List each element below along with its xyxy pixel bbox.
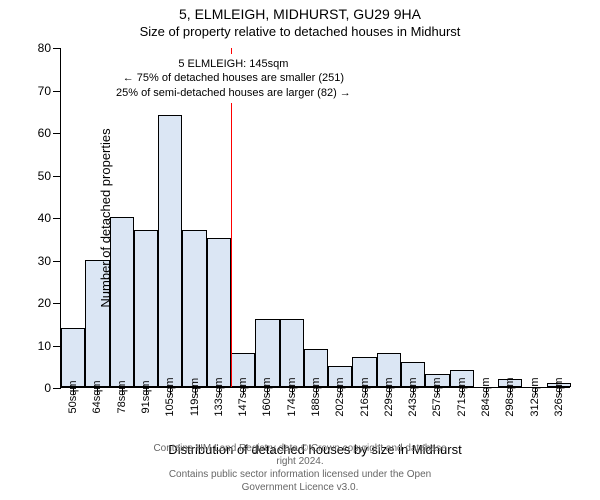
annotation-line2: ← 75% of detached houses are smaller (25… [116, 71, 351, 85]
annotation-line1: 5 ELMLEIGH: 145sqm [116, 57, 351, 71]
histogram-bar [61, 328, 85, 388]
histogram-bar [158, 115, 182, 387]
x-tick-label: 147sqm [237, 377, 249, 416]
y-tick-label: 30 [38, 254, 51, 268]
x-tick-label: 257sqm [431, 377, 443, 416]
y-tick [53, 346, 61, 347]
x-tick-label: 133sqm [213, 377, 225, 416]
histogram-bar [110, 217, 134, 387]
y-tick [53, 133, 61, 134]
y-tick [53, 388, 61, 389]
chart-area: 0102030405060708050sqm64sqm78sqm91sqm105… [60, 48, 570, 388]
x-tick-label: 202sqm [334, 377, 346, 416]
x-tick-label: 91sqm [140, 380, 152, 413]
y-tick-label: 40 [38, 211, 51, 225]
y-tick [53, 261, 61, 262]
annotation-box: 5 ELMLEIGH: 145sqm ← 75% of detached hou… [110, 54, 357, 103]
x-tick-label: 284sqm [480, 377, 492, 416]
footer-attribution: Contains HM Land Registry data © Crown c… [150, 442, 450, 494]
y-tick-label: 20 [38, 296, 51, 310]
x-tick-label: 216sqm [359, 377, 371, 416]
x-tick-label: 160sqm [261, 377, 273, 416]
y-tick-label: 80 [38, 41, 51, 55]
y-tick [53, 303, 61, 304]
x-tick-label: 119sqm [189, 378, 201, 416]
x-tick-label: 229sqm [383, 377, 395, 416]
x-tick-label: 105sqm [164, 377, 176, 416]
footer-line2: Contains public sector information licen… [150, 468, 450, 494]
histogram-bar [182, 230, 206, 387]
y-tick [53, 218, 61, 219]
x-tick-label: 64sqm [91, 380, 103, 413]
x-tick-label: 78sqm [116, 380, 128, 413]
y-tick [53, 91, 61, 92]
x-tick-label: 326sqm [553, 377, 565, 416]
y-tick-label: 70 [38, 84, 51, 98]
footer-line1: Contains HM Land Registry data © Crown c… [150, 442, 450, 468]
histogram-bar [207, 238, 231, 387]
x-tick-label: 174sqm [286, 377, 298, 416]
annotation-line3: 25% of semi-detached houses are larger (… [116, 86, 351, 100]
x-tick-label: 50sqm [67, 380, 79, 413]
x-tick-label: 271sqm [456, 377, 468, 416]
y-tick-label: 0 [44, 381, 51, 395]
y-axis-label: Number of detached properties [98, 128, 113, 307]
x-tick-label: 298sqm [504, 377, 516, 416]
x-tick-label: 243sqm [407, 377, 419, 416]
histogram-bar [134, 230, 158, 387]
y-tick-label: 10 [38, 339, 51, 353]
y-tick-label: 60 [38, 126, 51, 140]
x-tick-label: 188sqm [310, 377, 322, 416]
chart-title-sub: Size of property relative to detached ho… [0, 22, 600, 39]
y-tick-label: 50 [38, 169, 51, 183]
chart-title-main: 5, ELMLEIGH, MIDHURST, GU29 9HA [0, 0, 600, 22]
y-tick [53, 176, 61, 177]
x-tick-label: 312sqm [529, 377, 541, 416]
y-tick [53, 48, 61, 49]
